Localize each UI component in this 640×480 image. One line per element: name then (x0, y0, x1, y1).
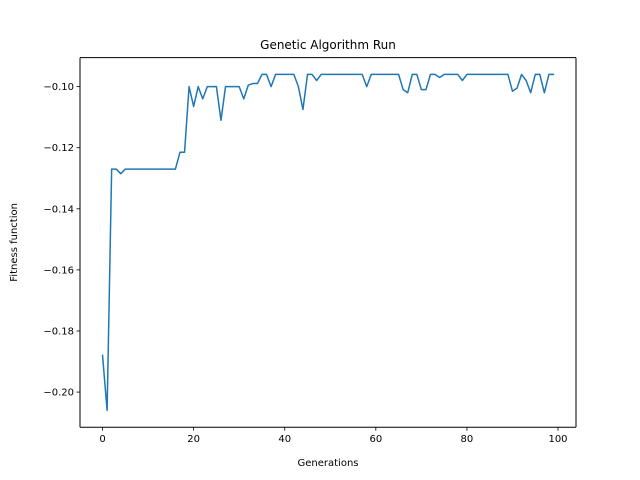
series-line (101, 73, 555, 412)
x-tick-label: 0 (99, 434, 105, 445)
y-tick-label: −0.18 (43, 326, 74, 337)
plot-area (80, 57, 576, 428)
series-layer (101, 73, 555, 412)
x-tick-label: 60 (369, 434, 382, 445)
y-tick-label: −0.14 (43, 204, 74, 215)
y-tick-label: −0.16 (43, 265, 74, 276)
y-tick-label: −0.10 (43, 82, 74, 93)
x-tick-label: 40 (278, 434, 291, 445)
x-axis-label: Generations (298, 458, 359, 469)
y-axis-ticks: −0.20 −0.18 −0.16 −0.14 −0.12 −0.10 (43, 82, 80, 399)
y-tick-label: −0.20 (43, 388, 74, 399)
y-tick-label: −0.12 (43, 143, 74, 154)
x-axis-ticks: 0 20 40 60 80 100 (99, 427, 568, 445)
chart-title: Genetic Algorithm Run (260, 38, 396, 52)
axes-background (80, 57, 576, 428)
x-tick-label: 100 (548, 434, 567, 445)
x-tick-label: 20 (187, 434, 200, 445)
x-tick-label: 80 (461, 434, 474, 445)
axes-spines (79, 57, 577, 428)
y-axis-label: Fitness function (9, 203, 20, 282)
